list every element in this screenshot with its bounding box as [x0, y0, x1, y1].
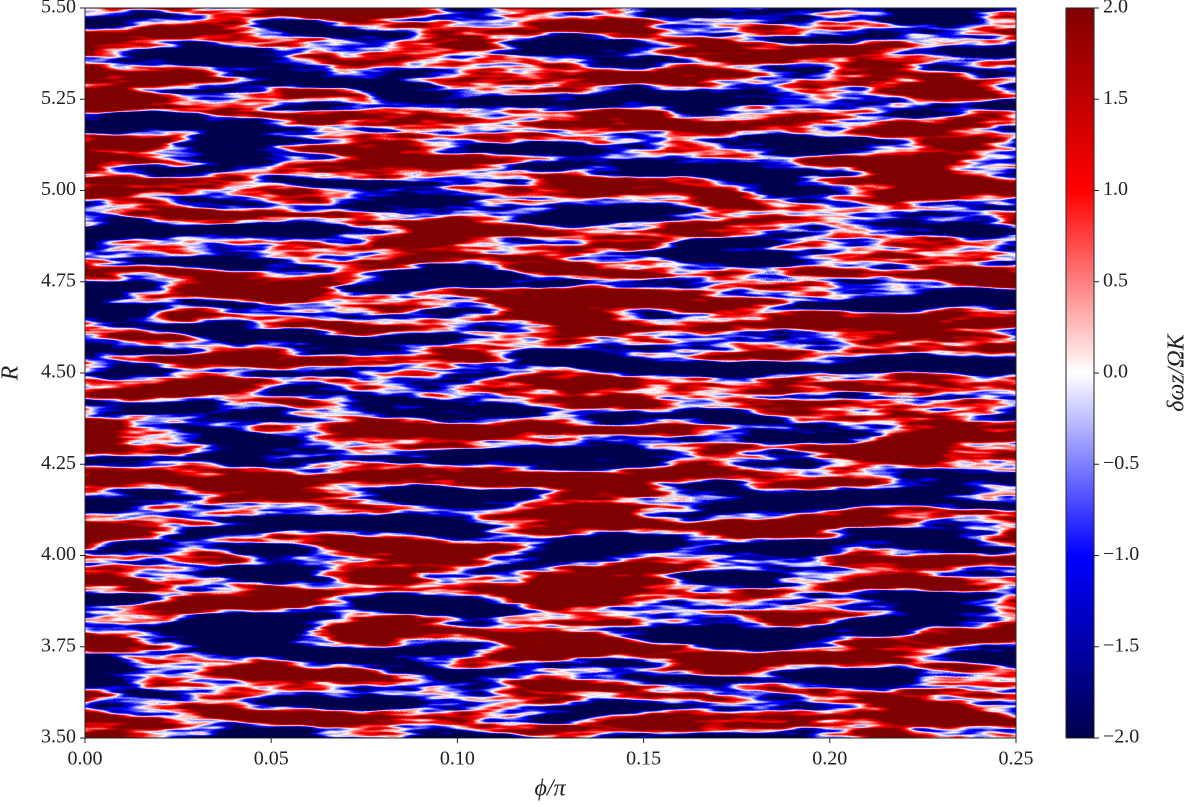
y-axis-label: R [0, 365, 24, 381]
colorbar-tick-label: 1.0 [1103, 178, 1128, 200]
colorbar-tick-label: −1.5 [1103, 634, 1139, 656]
x-tick-label: 0.25 [999, 748, 1034, 770]
colorbar-tick-label: 0.5 [1103, 269, 1128, 291]
y-tick-label: 4.00 [41, 543, 76, 565]
y-tick-label: 3.75 [41, 634, 76, 656]
heatmap-field [85, 8, 1016, 738]
x-tick-label: 0.15 [626, 748, 661, 770]
y-tick-label: 5.00 [41, 178, 76, 200]
x-tick-label: 0.10 [440, 748, 475, 770]
colorbar-tick-label: −0.5 [1103, 452, 1139, 474]
colorbar-label: δωz/ΩK [1164, 332, 1190, 411]
colorbar-tick-label: 0.0 [1103, 361, 1128, 383]
colorbar [1065, 7, 1095, 739]
y-tick-label: 4.25 [41, 452, 76, 474]
x-axis-label: ϕ/π [534, 776, 566, 802]
y-tick-label: 4.50 [41, 361, 76, 383]
colorbar-tick-label: 2.0 [1103, 0, 1128, 18]
colorbar-tick-label: 1.5 [1103, 87, 1128, 109]
y-tick-label: 5.50 [41, 0, 76, 18]
y-tick-label: 5.25 [41, 87, 76, 109]
x-tick-label: 0.00 [68, 748, 103, 770]
x-tick-label: 0.20 [812, 748, 847, 770]
x-tick-label: 0.05 [254, 748, 289, 770]
colorbar-tick-label: −2.0 [1103, 726, 1139, 748]
y-tick-label: 3.50 [41, 726, 76, 748]
y-tick-label: 4.75 [41, 269, 76, 291]
colorbar-tick-label: −1.0 [1103, 543, 1139, 565]
